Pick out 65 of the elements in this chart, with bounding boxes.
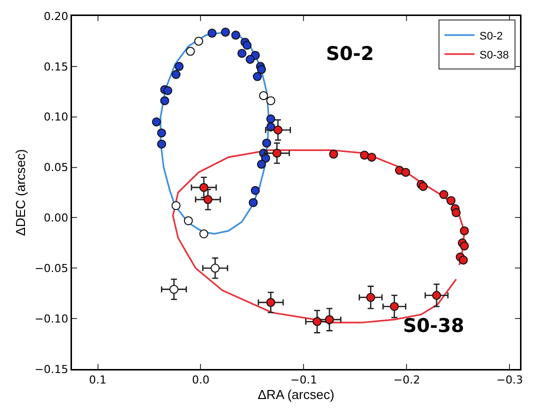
y-tick-label: 0.15 — [44, 60, 68, 74]
point — [237, 48, 246, 58]
x-tick-label: 0.0 — [192, 374, 210, 387]
point — [439, 190, 448, 200]
point — [157, 128, 166, 138]
y-tick-label: 0.00 — [44, 212, 68, 225]
point — [199, 182, 208, 192]
point — [242, 40, 252, 50]
legend-label: S0-38 — [480, 49, 509, 62]
point — [220, 28, 230, 37]
point — [460, 241, 469, 250]
point — [257, 160, 266, 169]
point — [324, 315, 334, 324]
point — [184, 216, 193, 226]
legend-label: S0-2 — [480, 30, 503, 42]
point — [329, 150, 338, 159]
point — [252, 72, 262, 82]
point — [186, 46, 195, 56]
point — [360, 150, 369, 160]
y-tick-label: 0.20 — [44, 10, 68, 23]
y-tick-label: −0.05 — [34, 262, 68, 275]
point — [272, 148, 282, 158]
y-axis-title: ΔDEC (arcsec) — [12, 149, 28, 236]
point — [273, 125, 282, 134]
point — [208, 28, 217, 38]
point — [194, 36, 204, 46]
point — [266, 114, 276, 124]
point — [203, 195, 212, 204]
x-tick-label: −0.1 — [290, 374, 318, 387]
annotation: S0-38 — [403, 315, 464, 337]
y-tick-label: 0.10 — [44, 110, 68, 124]
point — [452, 208, 461, 218]
point — [458, 256, 468, 265]
x-tick-label: −0.3 — [496, 374, 524, 387]
point — [199, 229, 208, 238]
point — [157, 140, 166, 149]
y-tick-label: 0.05 — [44, 161, 68, 174]
point — [172, 70, 181, 79]
point — [174, 62, 184, 71]
point — [152, 117, 161, 126]
point — [257, 64, 266, 74]
point — [262, 138, 272, 148]
y-tick-label: −0.15 — [34, 362, 68, 376]
point — [172, 201, 181, 210]
point — [312, 317, 322, 326]
annotation: S0-2 — [326, 43, 374, 65]
point — [169, 284, 178, 294]
point — [231, 30, 240, 40]
point — [248, 198, 258, 208]
point — [160, 96, 170, 106]
point — [246, 54, 255, 64]
point — [401, 168, 410, 177]
x-axis-title: ΔRA (arcsec) — [258, 387, 334, 402]
point — [266, 96, 276, 106]
point — [367, 152, 376, 162]
point — [446, 196, 456, 206]
point — [259, 91, 268, 100]
point — [250, 186, 260, 195]
y-tick-label: −0.10 — [34, 312, 68, 326]
point — [163, 86, 172, 96]
x-tick-label: −0.2 — [393, 374, 420, 387]
x-tick-label: 0.1 — [89, 374, 106, 387]
point — [460, 226, 469, 236]
point — [210, 264, 220, 273]
point — [266, 298, 276, 307]
